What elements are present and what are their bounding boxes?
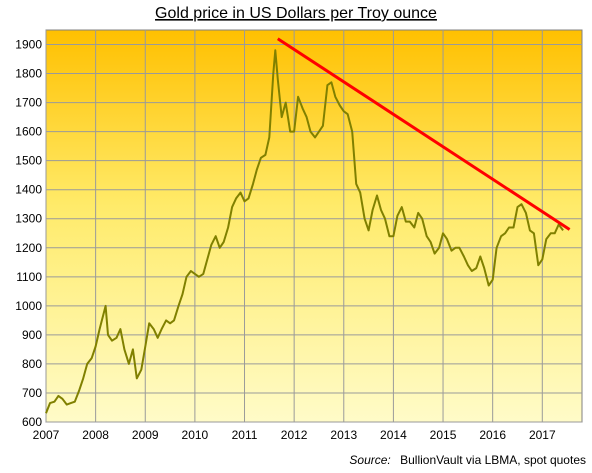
y-tick-label: 1500	[15, 154, 42, 168]
source-label: Source:	[349, 453, 390, 467]
x-tick-label: 2009	[132, 428, 159, 442]
x-tick-label: 2012	[281, 428, 308, 442]
x-tick-label: 2010	[182, 428, 209, 442]
trendline-group	[276, 37, 571, 231]
plot-area	[45, 29, 583, 423]
trendline	[276, 37, 571, 231]
x-tick-label: 2016	[479, 428, 506, 442]
y-tick-label: 1100	[16, 270, 42, 284]
gold-price-line	[45, 49, 564, 414]
y-tick-label: 800	[22, 357, 42, 371]
source-note: Source: BullionVault via LBMA, spot quot…	[349, 453, 586, 467]
y-tick-label: 1700	[15, 96, 42, 110]
y-tick-label: 1800	[15, 67, 42, 81]
y-tick-label: 700	[22, 386, 42, 400]
y-tick-label: 1000	[15, 299, 42, 313]
y-tick-label: 600	[22, 415, 42, 429]
x-tick-label: 2011	[232, 428, 258, 442]
y-tick-label: 1900	[15, 38, 42, 52]
y-tick-label: 1200	[15, 241, 42, 255]
x-tick-label: 2017	[529, 428, 556, 442]
y-tick-label: 1600	[15, 125, 42, 139]
x-tick-label: 2015	[430, 428, 457, 442]
x-tick-label: 2008	[82, 428, 109, 442]
chart-title: Gold price in US Dollars per Troy ounce	[155, 5, 437, 22]
x-tick-label: 2013	[330, 428, 357, 442]
price-series	[45, 49, 564, 414]
x-tick-label: 2007	[33, 428, 60, 442]
grid-lines	[45, 30, 582, 423]
y-axis-tick-labels: 600 700 800 900 1000 1100 1200 1300 1400 1500 1600…	[15, 38, 42, 429]
y-tick-label: 1300	[15, 212, 42, 226]
x-axis-tick-labels: 2007 2008 2009 2010 2011 2012 2013 2014 2015 2016…	[33, 428, 556, 442]
y-tick-label: 900	[22, 328, 42, 342]
x-tick-label: 2014	[380, 428, 407, 442]
y-tick-label: 1400	[15, 183, 42, 197]
source-text: BullionVault via LBMA, spot quotes	[400, 453, 586, 467]
